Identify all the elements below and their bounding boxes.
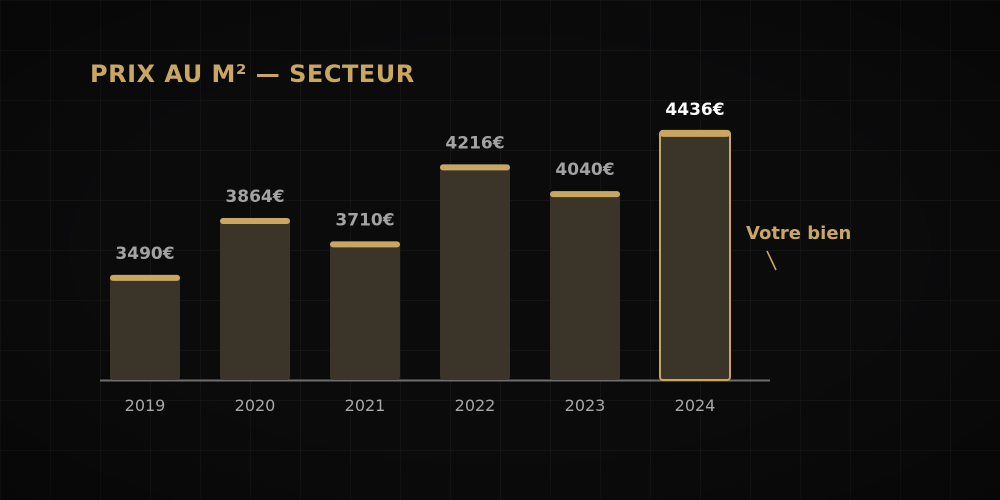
bar-cap: [660, 130, 730, 137]
x-tick-label: 2021: [345, 396, 386, 415]
bar-cap: [440, 164, 510, 171]
value-label: 4436€: [665, 100, 724, 120]
x-tick-label: 2019: [125, 396, 166, 415]
annotation-pointer: [766, 250, 777, 271]
bar-group-2024: 4436€ 2024: [659, 100, 731, 415]
bar: [330, 241, 400, 380]
bar-group-2022: 4216€ 2022: [440, 133, 510, 415]
annotation-label: Votre bien: [746, 223, 851, 244]
x-tick-label: 2020: [235, 396, 276, 415]
bar-cap: [550, 191, 620, 198]
x-tick-label: 2022: [455, 396, 496, 415]
value-label: 3710€: [335, 210, 394, 230]
bar-group-2020: 3864€ 2020: [220, 187, 290, 415]
bar: [440, 164, 510, 380]
bar: [110, 274, 180, 380]
value-label: 4216€: [445, 133, 504, 153]
value-label: 3864€: [225, 187, 284, 207]
x-tick-label: 2023: [565, 396, 606, 415]
bar-highlighted: [659, 129, 731, 381]
bar-group-2019: 3490€ 2019: [110, 244, 180, 415]
bar-group-2021: 3710€ 2021: [330, 210, 400, 415]
bar-cap: [330, 241, 400, 248]
bar-cap: [110, 274, 180, 281]
value-label: 4040€: [555, 160, 614, 180]
chart-title: PRIX AU M² — SECTEUR: [90, 60, 415, 88]
value-label: 3490€: [115, 244, 174, 264]
bar: [220, 217, 290, 380]
bar: [550, 191, 620, 380]
bar-cap: [220, 217, 290, 224]
bar-group-2023: 4040€ 2023: [550, 160, 620, 415]
x-tick-label: 2024: [675, 396, 716, 415]
